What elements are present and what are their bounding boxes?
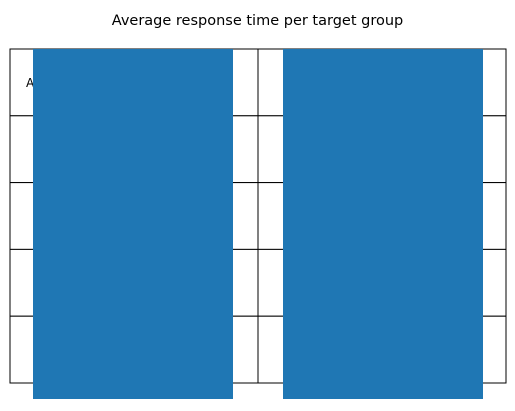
table-cell-text: A: [26, 76, 35, 90]
chart-title: Average response time per target group: [112, 13, 404, 29]
bars: [33, 49, 483, 399]
bar-2: [283, 49, 483, 399]
bar-1: [33, 49, 233, 399]
